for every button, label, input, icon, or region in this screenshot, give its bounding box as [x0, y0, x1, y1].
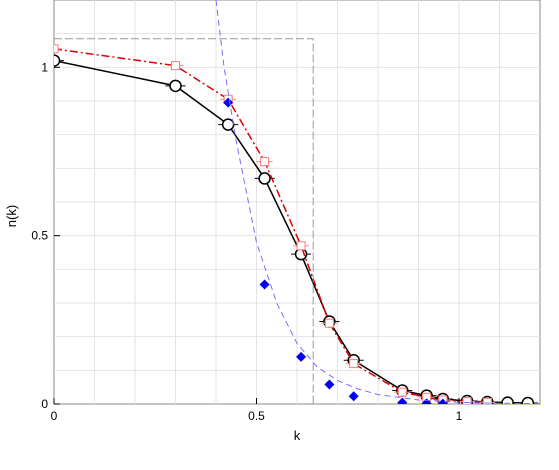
data-point	[521, 396, 535, 404]
x-axis-label: k	[294, 428, 301, 443]
y-axis-label: n(k)	[4, 205, 19, 227]
data-point	[397, 387, 407, 397]
data-point	[501, 396, 514, 404]
series-layer	[54, 0, 540, 404]
data-point	[462, 397, 472, 404]
x-tick-label: 0	[51, 409, 58, 423]
y-tick-label: 0	[41, 397, 48, 411]
data-point	[258, 172, 271, 185]
grid	[54, 0, 540, 404]
series-blue-diamonds	[223, 97, 448, 404]
y-tick-label: 1	[41, 60, 48, 74]
series-gray-step	[54, 38, 314, 404]
series-blue-dashed-curve	[215, 0, 540, 404]
data-point	[223, 97, 234, 108]
data-point	[421, 398, 432, 404]
x-axis-ticks: 0 0.5 1	[51, 398, 463, 423]
series-line	[215, 0, 540, 404]
x-tick-label: 1	[456, 409, 463, 423]
data-point	[397, 397, 408, 404]
x-tick-label: 0.5	[248, 409, 265, 423]
data-point	[221, 118, 235, 131]
data-point	[260, 157, 270, 167]
data-point	[54, 54, 61, 67]
data-point	[171, 61, 180, 71]
data-point	[437, 398, 448, 404]
data-point	[296, 351, 307, 362]
data-point	[324, 318, 334, 328]
y-axis-ticks: 00.51	[31, 60, 60, 411]
series-line	[54, 38, 314, 404]
data-point	[169, 79, 182, 93]
data-point	[324, 379, 335, 390]
data-point	[482, 397, 492, 404]
data-point	[348, 391, 359, 402]
data-point	[296, 241, 306, 251]
y-tick-label: 0.5	[31, 229, 48, 243]
data-point	[54, 44, 59, 54]
data-point	[259, 279, 270, 290]
data-point	[349, 359, 359, 369]
